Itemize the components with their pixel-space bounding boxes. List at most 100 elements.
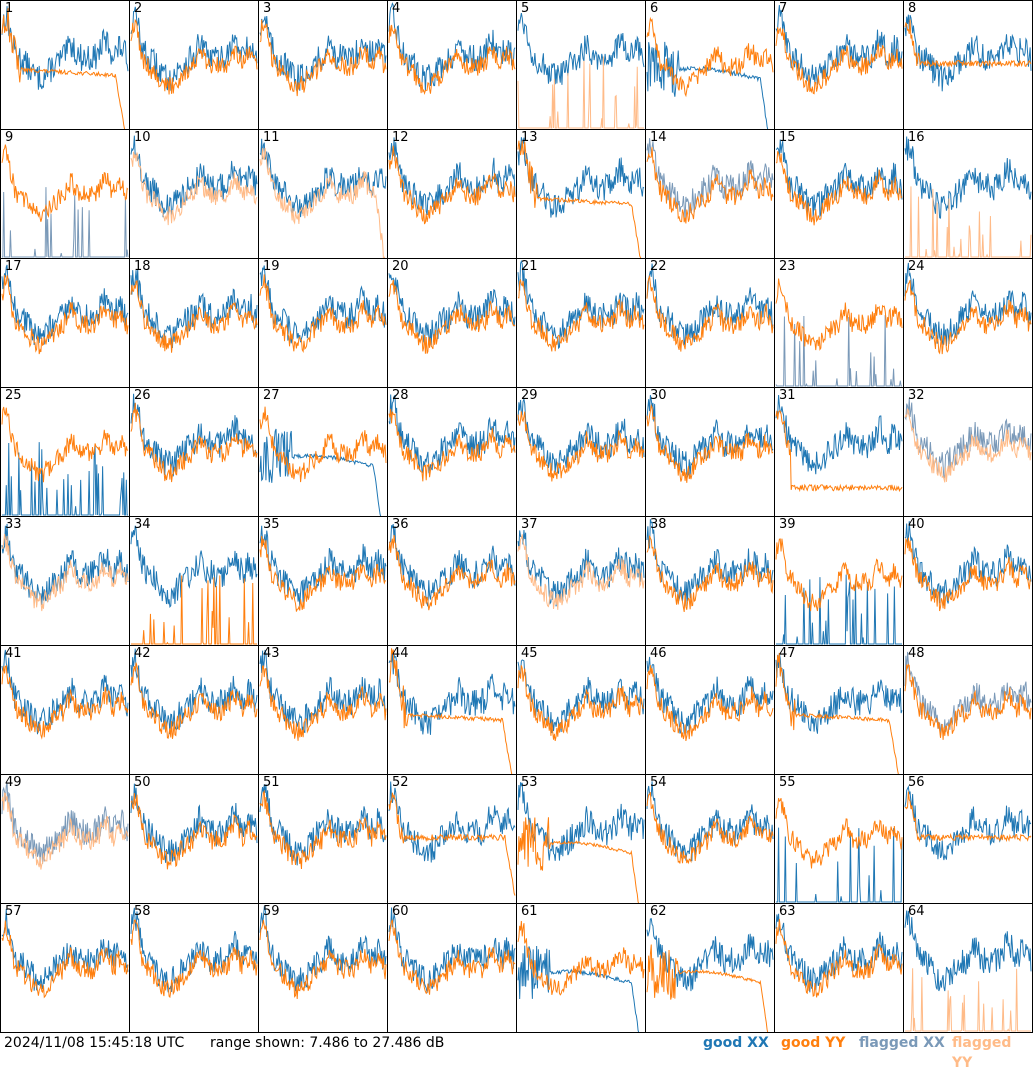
tile-number: 24 bbox=[908, 259, 925, 274]
tile-plot bbox=[646, 918, 774, 1032]
tile-number: 25 bbox=[5, 388, 22, 403]
tile-32: 32 bbox=[903, 387, 1033, 517]
series-xx bbox=[388, 394, 516, 474]
tile-plot bbox=[388, 648, 516, 774]
series-xx bbox=[775, 139, 903, 219]
tile-29: 29 bbox=[516, 387, 646, 517]
tile-plot bbox=[259, 265, 387, 353]
tile-number: 50 bbox=[134, 775, 151, 790]
tile-plot bbox=[775, 139, 903, 226]
series-yy bbox=[1, 406, 129, 483]
series-yy bbox=[259, 406, 387, 483]
tile-15: 15 bbox=[774, 129, 904, 259]
tile-plot bbox=[517, 13, 645, 129]
tile-number: 31 bbox=[779, 388, 796, 403]
tile-plot bbox=[1, 649, 129, 740]
series-xx bbox=[517, 13, 645, 85]
tile-9: 9 bbox=[0, 129, 130, 259]
tile-48: 48 bbox=[903, 645, 1033, 775]
tile-plot bbox=[130, 269, 258, 353]
legend-good-yy: good YY bbox=[781, 1035, 846, 1051]
tile-6: 6 bbox=[645, 0, 775, 130]
series-yy bbox=[904, 537, 1032, 612]
tile-number: 57 bbox=[5, 904, 22, 919]
tile-plot bbox=[259, 905, 387, 999]
tile-number: 1 bbox=[5, 1, 14, 16]
series-yy bbox=[646, 535, 774, 613]
tile-plot bbox=[1, 782, 129, 870]
series-yy bbox=[130, 919, 258, 999]
tile-39: 39 bbox=[774, 516, 904, 646]
series-yy bbox=[130, 18, 258, 95]
range-label: range shown: 7.486 to 27.486 dB bbox=[210, 1035, 445, 1051]
series-xx bbox=[259, 525, 387, 607]
tile-number: 58 bbox=[134, 904, 151, 919]
series-yy bbox=[1, 8, 126, 129]
tile-21: 21 bbox=[516, 258, 646, 388]
tile-plot bbox=[904, 785, 1032, 861]
tile-46: 46 bbox=[645, 645, 775, 775]
tile-number: 3 bbox=[263, 1, 272, 16]
series-xx bbox=[517, 945, 640, 1032]
tile-plot bbox=[259, 649, 387, 741]
tile-number: 59 bbox=[263, 904, 280, 919]
series-yy bbox=[388, 535, 516, 611]
tile-plot bbox=[130, 525, 258, 645]
tile-number: 39 bbox=[779, 517, 796, 532]
tile-38: 38 bbox=[645, 516, 775, 646]
series-xx bbox=[517, 137, 645, 218]
series-xx bbox=[130, 393, 258, 477]
tile-plot bbox=[259, 525, 387, 612]
tile-45: 45 bbox=[516, 645, 646, 775]
tile-18: 18 bbox=[129, 258, 259, 388]
tile-number: 40 bbox=[908, 517, 925, 532]
tile-plot bbox=[646, 395, 774, 483]
tile-number: 23 bbox=[779, 259, 796, 274]
series-xx bbox=[646, 519, 774, 607]
series-yy bbox=[130, 279, 258, 353]
tile-plot bbox=[388, 781, 516, 896]
series-xx bbox=[517, 259, 645, 350]
tile-number: 10 bbox=[134, 130, 151, 145]
tile-37: 37 bbox=[516, 516, 646, 646]
tile-number: 52 bbox=[392, 775, 409, 790]
series-yy bbox=[517, 278, 645, 352]
tile-number: 8 bbox=[908, 1, 917, 16]
series-xx bbox=[1, 442, 129, 516]
tile-number: 15 bbox=[779, 130, 796, 145]
series-yy bbox=[388, 919, 516, 995]
series-xx bbox=[904, 910, 1032, 992]
tile-19: 19 bbox=[258, 258, 388, 388]
tile-8: 8 bbox=[903, 0, 1033, 130]
tile-plot bbox=[517, 259, 645, 352]
tile-plot bbox=[775, 5, 903, 95]
series-xx bbox=[388, 651, 516, 735]
series-yy bbox=[130, 575, 258, 645]
tile-number: 48 bbox=[908, 646, 925, 661]
series-xx bbox=[388, 273, 516, 346]
tile-51: 51 bbox=[258, 774, 388, 904]
tile-20: 20 bbox=[387, 258, 517, 388]
tile-number: 43 bbox=[263, 646, 280, 661]
tile-number: 26 bbox=[134, 388, 151, 403]
series-yy bbox=[388, 408, 516, 482]
series-xx bbox=[259, 905, 387, 992]
series-yy bbox=[1, 144, 129, 222]
tile-plot bbox=[1, 406, 129, 516]
tile-3: 3 bbox=[258, 0, 388, 130]
series-xx bbox=[904, 14, 1032, 92]
tile-number: 5 bbox=[521, 1, 530, 16]
tile-plot bbox=[775, 538, 903, 645]
series-yy bbox=[775, 918, 903, 998]
series-yy bbox=[904, 186, 1032, 258]
series-yy bbox=[1, 920, 129, 999]
tile-plot bbox=[775, 278, 903, 387]
tile-plot bbox=[130, 648, 258, 739]
tile-plot bbox=[646, 781, 774, 865]
tile-number: 53 bbox=[521, 775, 538, 790]
series-yy bbox=[388, 792, 516, 896]
tile-23: 23 bbox=[774, 258, 904, 388]
tile-number: 7 bbox=[779, 1, 788, 16]
tile-plot bbox=[904, 14, 1032, 92]
tile-plot bbox=[1, 523, 129, 612]
